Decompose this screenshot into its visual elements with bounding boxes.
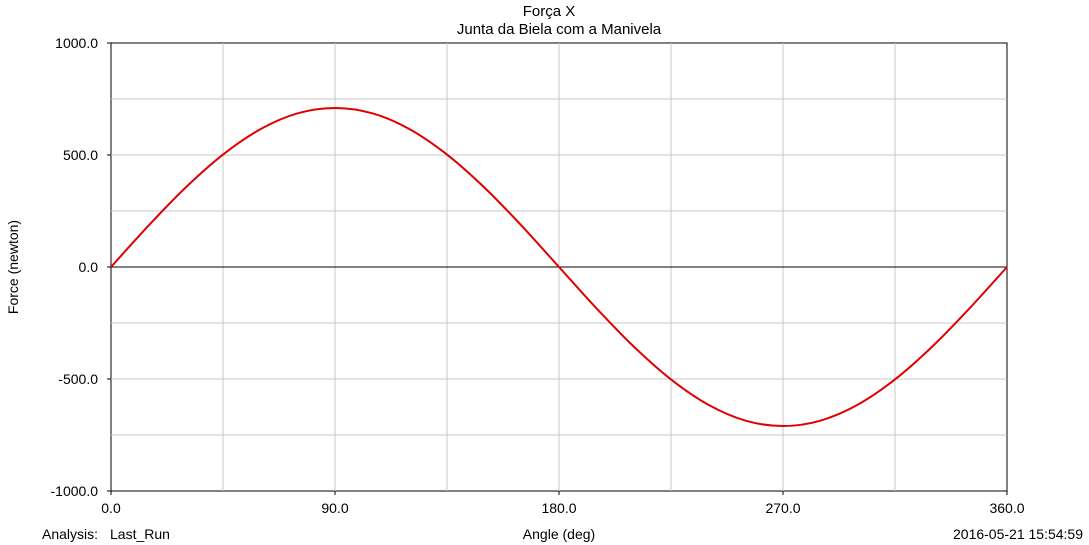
x-tick-label: 0.0 <box>101 500 121 516</box>
y-tick-labels: 1000.0 500.0 0.0 -500.0 -1000.0 <box>51 35 111 499</box>
y-tick-label: -1000.0 <box>51 483 99 499</box>
x-tick-label: 90.0 <box>321 500 348 516</box>
y-tick-label: 0.0 <box>79 259 99 275</box>
y-tick-label: 1000.0 <box>55 35 98 51</box>
analysis-name: Last_Run <box>110 526 170 542</box>
x-tick-label: 270.0 <box>765 500 800 516</box>
chart-subtitle: Junta da Biela com a Manivela <box>457 21 662 38</box>
series-group <box>110 106 1008 428</box>
grid <box>111 43 1007 491</box>
chart-title: Força X <box>523 3 576 20</box>
x-axis-label: Angle (deg) <box>523 526 595 542</box>
timestamp: 2016-05-21 15:54:59 <box>953 526 1083 542</box>
y-tick-label: -500.0 <box>58 371 98 387</box>
x-tick-label: 360.0 <box>989 500 1024 516</box>
x-tick-label: 180.0 <box>541 500 576 516</box>
x-tick-labels: 0.0 90.0 180.0 270.0 360.0 <box>101 491 1025 516</box>
series-line <box>110 106 1008 428</box>
y-tick-label: 500.0 <box>63 147 98 163</box>
analysis-label: Analysis: <box>42 526 98 542</box>
y-axis-label: Force (newton) <box>5 220 21 314</box>
